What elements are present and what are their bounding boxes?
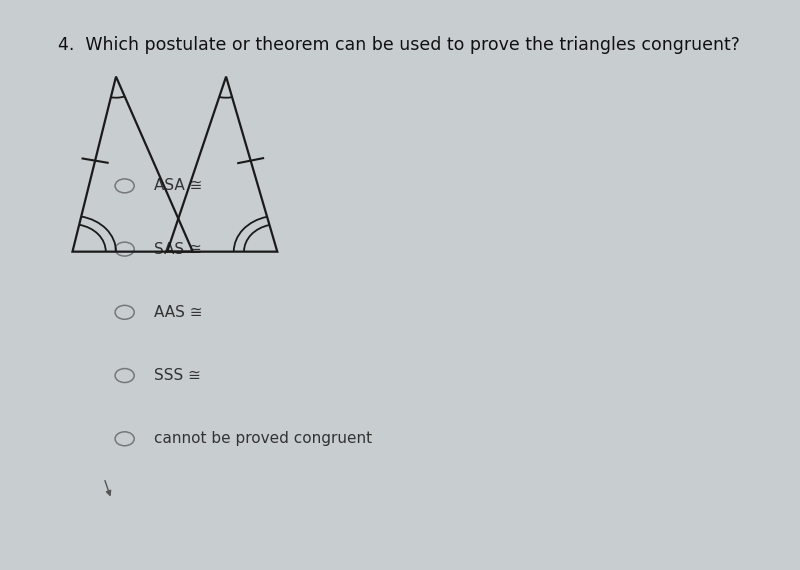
Text: AAS ≅: AAS ≅ bbox=[154, 305, 202, 320]
Text: SAS ≅: SAS ≅ bbox=[154, 242, 202, 256]
Text: cannot be proved congruent: cannot be proved congruent bbox=[154, 431, 372, 446]
Text: 4.  Which postulate or theorem can be used to prove the triangles congruent?: 4. Which postulate or theorem can be use… bbox=[58, 36, 740, 54]
Text: ASA ≅: ASA ≅ bbox=[154, 178, 202, 193]
Text: SSS ≅: SSS ≅ bbox=[154, 368, 201, 383]
